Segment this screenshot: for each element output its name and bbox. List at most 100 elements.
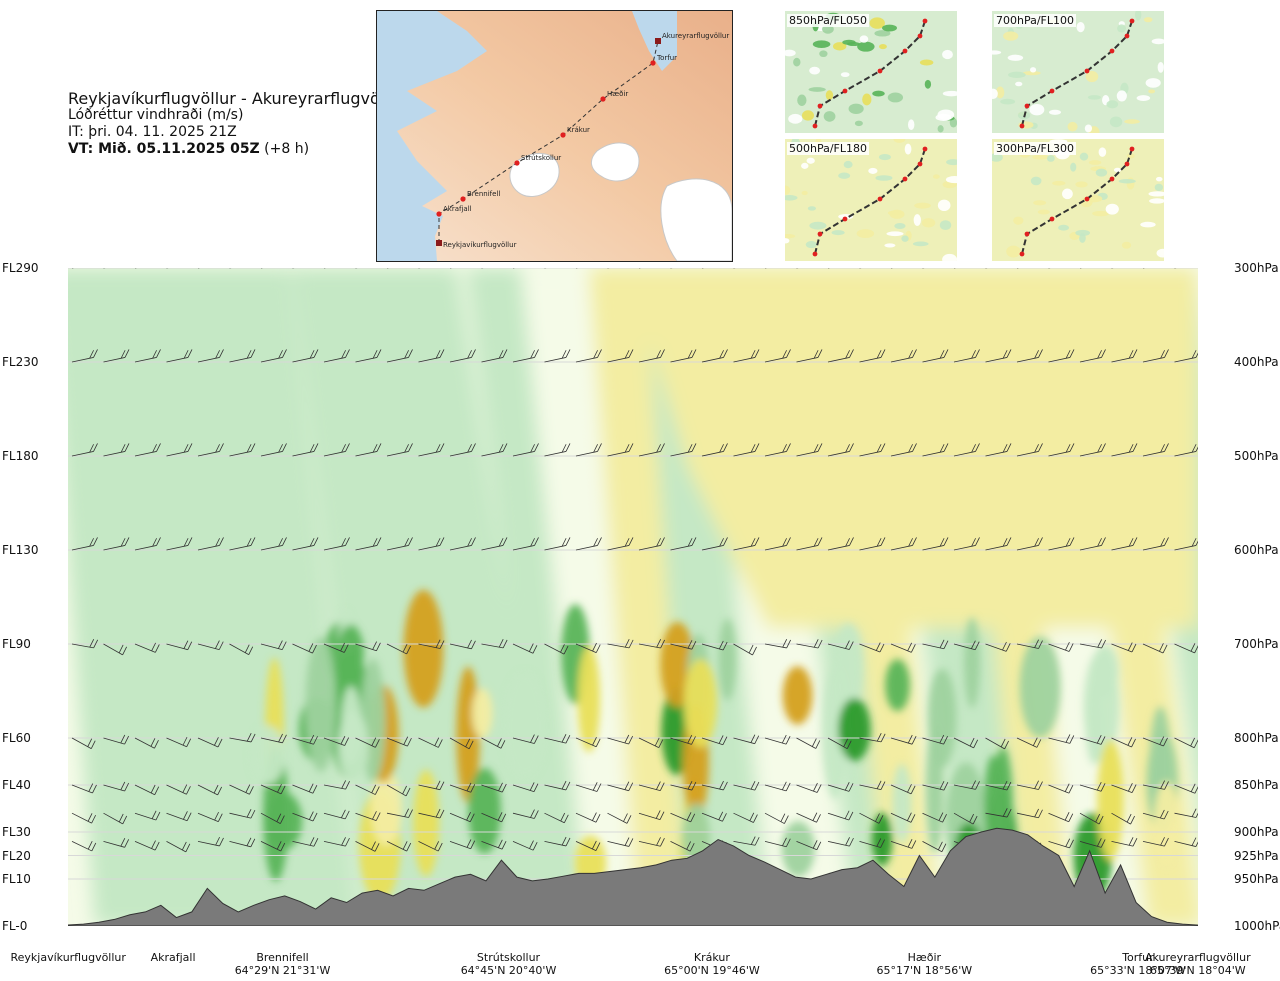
wind-barb: [418, 780, 445, 791]
wind-barb: [733, 812, 758, 823]
wind-barb: [103, 643, 127, 656]
waypoint-coordinates: 65°33'N 18°07'W: [1090, 964, 1186, 977]
wind-barb: [827, 537, 854, 551]
field-cell: [403, 589, 444, 708]
wind-barb: [197, 640, 224, 651]
wind-barb: [1142, 349, 1169, 363]
wind-barb: [827, 782, 854, 792]
wind-barb: [166, 784, 191, 795]
waypoint-coordinates: 65°39'N 18°04'W: [1149, 964, 1246, 977]
wind-barb: [512, 643, 538, 654]
field-cell: [683, 658, 717, 748]
valid-time-bold: VT: Mið. 05.11.2025 05Z: [68, 141, 260, 157]
wind-barb: [197, 836, 224, 847]
wind-barb: [544, 812, 569, 824]
field-cell: [413, 769, 439, 877]
wind-barb: [1079, 349, 1106, 363]
waypoint-label: Hæðir 65°17'N 18°56'W: [877, 951, 973, 977]
wind-barb: [197, 349, 224, 363]
wind-barb: [197, 537, 224, 551]
wind-barb: [607, 734, 634, 745]
waypoint-name: Strútskollur: [476, 951, 541, 964]
wind-barb: [323, 736, 350, 746]
wind-barb: [701, 349, 728, 363]
chart-subtitle: Lóðréttur vindhraði (m/s): [68, 107, 244, 123]
wind-barb: [134, 349, 161, 363]
wind-barb: [1111, 812, 1135, 825]
pressure-level-label: 800hPa: [1234, 731, 1279, 745]
wind-barb: [575, 349, 602, 363]
wind-barb: [544, 734, 571, 744]
wind-barb: [1174, 643, 1198, 654]
wind-barb: [260, 812, 285, 824]
wind-barb: [670, 640, 697, 650]
flight-level-label: FL10: [2, 872, 31, 886]
map-point-label: Reykjavíkurflugvöllur: [443, 241, 517, 249]
wind-barb: [449, 839, 476, 850]
wind-barb: [1079, 781, 1106, 792]
chart-title-block: Reykjavíkurflugvöllur - Akureyrarflugvöl…: [68, 90, 405, 158]
wind-barb: [1174, 444, 1198, 457]
flight-level-label: FL130: [2, 543, 39, 557]
wind-barb: [1016, 349, 1043, 363]
wind-barb: [859, 537, 886, 551]
wind-barb: [166, 640, 193, 651]
wind-barb: [638, 349, 665, 363]
wind-barb: [1016, 808, 1043, 819]
wind-barb: [134, 810, 161, 821]
wind-barb: [1079, 639, 1106, 649]
level-panel-map: [785, 139, 957, 261]
level-panel: 700hPa/FL100: [992, 11, 1164, 133]
wind-barb: [355, 349, 382, 363]
wind-barb: [481, 443, 508, 457]
wind-barb: [859, 780, 886, 791]
wind-barb: [638, 837, 665, 847]
wind-barb: [260, 841, 286, 852]
wind-barb: [166, 811, 192, 822]
wind-barb: [197, 443, 224, 457]
wind-barb: [764, 781, 791, 792]
field-cell: [822, 666, 849, 800]
wind-barb: [764, 349, 791, 363]
wind-barb: [1048, 811, 1074, 823]
wind-barb: [481, 737, 506, 749]
wind-barb: [355, 641, 381, 652]
pressure-level-label: 1000hPa: [1234, 919, 1280, 933]
wind-barb: [953, 349, 980, 363]
wind-barb: [764, 837, 791, 848]
wind-barb: [260, 443, 287, 457]
wind-barb: [355, 443, 382, 457]
wind-barb: [638, 737, 664, 748]
wind-barb: [481, 537, 508, 551]
wind-barb: [796, 639, 823, 649]
wind-barb: [985, 641, 1011, 652]
field-cell: [503, 672, 546, 779]
wind-barb: [1174, 350, 1198, 363]
wind-barb: [134, 537, 161, 551]
wind-barb: [922, 734, 948, 745]
level-panel: 850hPa/FL050: [785, 11, 957, 133]
wind-barb: [355, 784, 380, 795]
flight-level-label: FL60: [2, 731, 31, 745]
wind-barb: [670, 841, 695, 852]
wind-barb: [1016, 639, 1043, 649]
flight-level-label: FL30: [2, 825, 31, 839]
pressure-level-label: 600hPa: [1234, 543, 1279, 557]
wind-barb: [323, 837, 350, 847]
wind-barb: [701, 780, 728, 791]
wind-barb: [1142, 780, 1169, 790]
wind-barb: [638, 810, 665, 821]
wind-barb: [638, 443, 665, 457]
field-cell: [468, 767, 501, 854]
field-cell: [264, 792, 303, 850]
wind-barb: [449, 737, 474, 750]
terrain-profile: [68, 827, 1198, 926]
wind-barb: [71, 443, 98, 457]
wind-barb: [386, 736, 412, 747]
wind-barb: [1048, 443, 1075, 457]
wind-barb: [481, 812, 507, 823]
wind-barb: [197, 784, 223, 796]
field-cell: [782, 666, 813, 725]
map-point-label: Torfur: [656, 54, 677, 62]
wind-barb: [1111, 783, 1137, 793]
